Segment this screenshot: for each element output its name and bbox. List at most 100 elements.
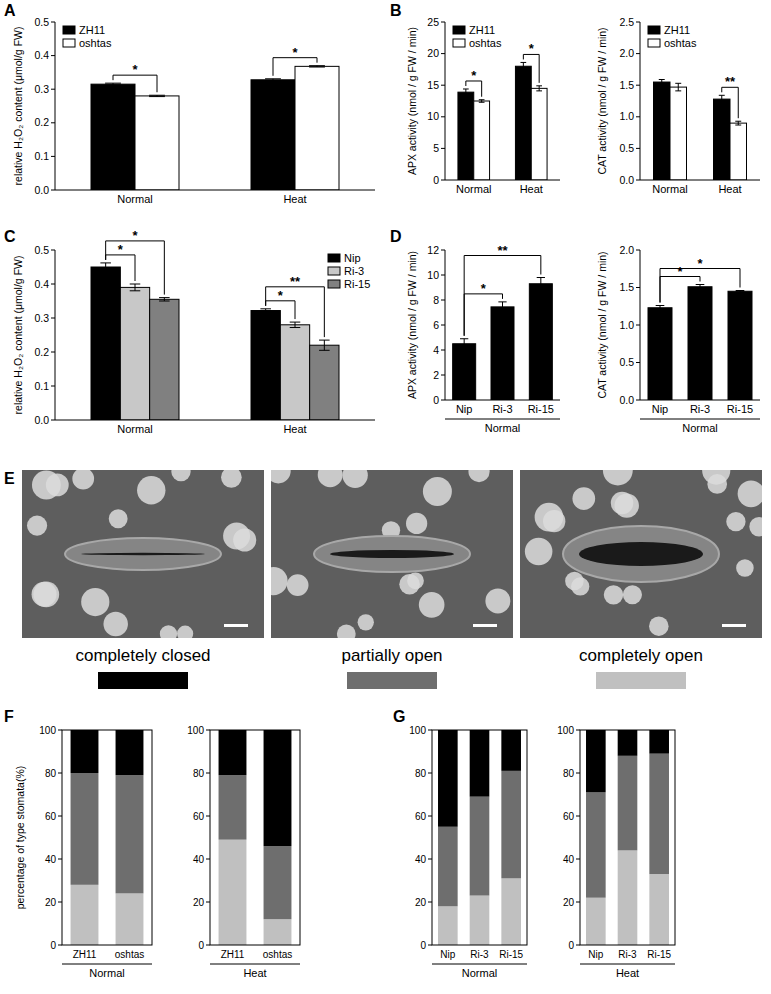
- micrograph: [271, 470, 513, 638]
- papilla: [736, 559, 754, 577]
- y-tick: [636, 22, 640, 23]
- bar: [280, 325, 309, 420]
- papilla: [615, 493, 639, 517]
- error-line: [721, 95, 722, 103]
- marks: [453, 278, 553, 401]
- error-cap: [675, 83, 681, 84]
- legend-swatch: [453, 39, 465, 47]
- significance-bracket: [660, 269, 740, 303]
- y-tick: [441, 116, 445, 117]
- panel-label: G: [393, 708, 405, 725]
- category-label: Nip: [652, 403, 669, 415]
- y-tick: [441, 300, 445, 301]
- legend-swatch: [347, 672, 437, 689]
- y-tick: [441, 53, 445, 54]
- y-tick-label: 2.0: [619, 244, 634, 256]
- error-bar: [659, 80, 665, 85]
- bar-segment: [649, 730, 669, 754]
- panel-label: E: [4, 470, 15, 487]
- category-label: Ri-15: [499, 949, 523, 960]
- y-tick: [428, 859, 432, 860]
- stoma: [65, 538, 221, 570]
- y-tick-label: 0: [433, 174, 439, 186]
- significance-bracket: [722, 87, 739, 118]
- y-tick-label: 20: [193, 897, 205, 908]
- error-bar: [696, 285, 705, 290]
- y-tick: [441, 275, 445, 276]
- error-cap: [735, 121, 741, 122]
- error-cap: [309, 65, 325, 66]
- bar: [458, 92, 474, 180]
- category-label: Normal: [117, 193, 152, 205]
- error-cap: [149, 96, 165, 97]
- papilla: [160, 625, 177, 638]
- error-cap: [479, 102, 485, 103]
- y-tick: [576, 859, 580, 860]
- error-cap: [719, 102, 725, 103]
- y-tick: [636, 180, 640, 181]
- error-cap: [260, 308, 271, 309]
- y-tick: [636, 250, 640, 251]
- marks: [458, 62, 547, 180]
- category-label: oshtas: [115, 949, 144, 960]
- y-tick-label: 0: [433, 394, 439, 406]
- y-tick-label: 2: [433, 369, 439, 381]
- x-axis: [640, 180, 760, 181]
- x-axis: [55, 190, 375, 191]
- group-label: Normal: [485, 422, 520, 434]
- significance-bracket: [523, 54, 539, 82]
- bar-segment: [618, 756, 638, 851]
- y-tick: [441, 148, 445, 149]
- y-tick-label: 80: [415, 768, 427, 779]
- papilla: [103, 612, 127, 636]
- legend-label: Nip: [344, 252, 361, 264]
- y-tick: [58, 816, 62, 817]
- bar-segment: [219, 775, 247, 840]
- error-cap: [319, 340, 330, 341]
- error-cap: [696, 284, 705, 285]
- error-bar: [536, 86, 542, 91]
- y-tick-label: 10: [427, 269, 439, 281]
- legend-swatch: [328, 254, 340, 262]
- y-tick-label: 40: [415, 854, 427, 865]
- y-tick-label: 1.0: [619, 110, 634, 122]
- bar: [295, 66, 339, 190]
- y-tick-label: 0.2: [34, 346, 49, 358]
- error-cap: [460, 348, 468, 349]
- papilla: [337, 624, 356, 638]
- bar-segment: [470, 797, 490, 896]
- annotations: **: [722, 74, 739, 118]
- error-cap: [130, 290, 141, 291]
- category-label: Normal: [456, 183, 491, 195]
- legend-label: ZH11: [79, 24, 105, 36]
- bar-segment: [438, 906, 458, 945]
- bar: [670, 87, 687, 180]
- y-tick: [576, 945, 580, 946]
- y-tick-label: 20: [427, 47, 439, 59]
- bar: [714, 99, 731, 180]
- legend: ZH11oshtas: [453, 24, 502, 49]
- group-label: Normal: [462, 967, 497, 979]
- papilla: [485, 588, 510, 613]
- error-bar: [498, 302, 506, 312]
- y-tick-label: 0.5: [619, 356, 634, 368]
- papilla: [358, 614, 374, 630]
- error-cap: [260, 312, 271, 313]
- significance-label: *: [132, 62, 138, 77]
- y-axis-label: relative H₂O₂ content (μmol/g FW): [12, 256, 24, 415]
- chart-panel: **0.00.10.20.30.40.5NormalHeatrelative H…: [4, 2, 375, 205]
- category-label: Ri-3: [470, 949, 489, 960]
- bar-segment: [618, 850, 638, 945]
- legend-label: oshtas: [79, 37, 112, 49]
- bar-segment: [586, 730, 606, 792]
- legend-swatch: [648, 39, 660, 47]
- stoma-pore: [81, 553, 205, 555]
- error-bar: [463, 89, 469, 95]
- papilla: [271, 567, 288, 595]
- error-cap: [290, 327, 301, 328]
- marks: [91, 263, 339, 420]
- papilla: [233, 528, 256, 551]
- bar-segment: [586, 792, 606, 897]
- category-label: Ri-15: [528, 403, 554, 415]
- significance-label: **: [497, 243, 508, 258]
